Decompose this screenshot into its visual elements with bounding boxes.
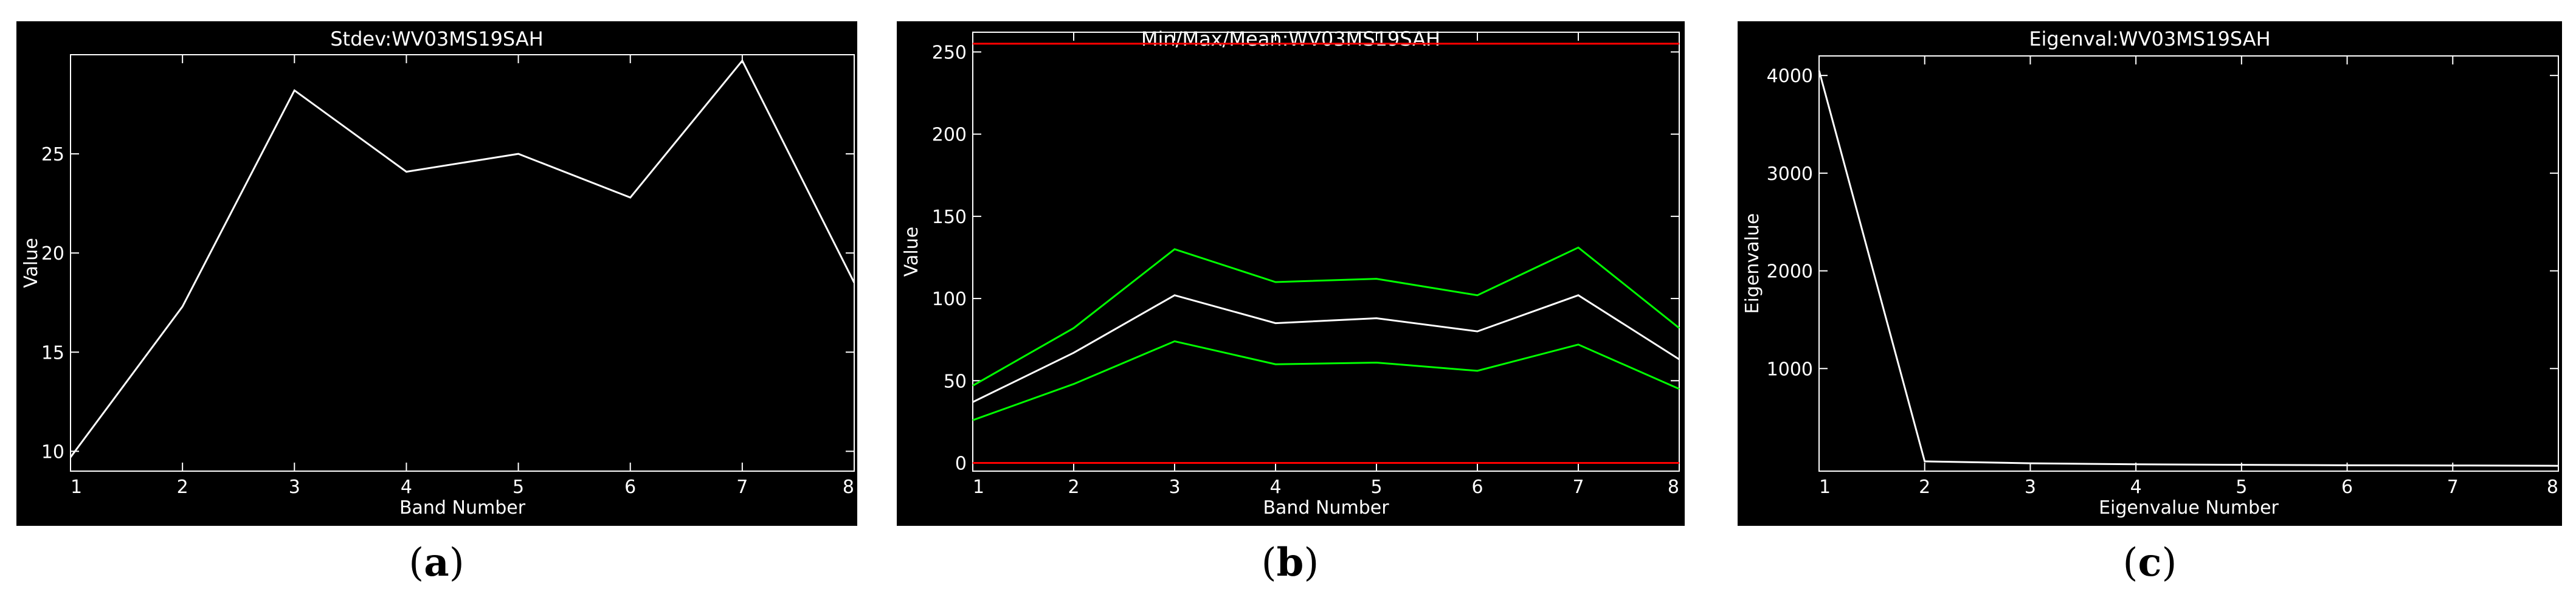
series-line [972, 340, 1680, 421]
x-tick-label: 2 [1068, 477, 1079, 498]
chart-title: Min/Max/Mean:WV03MS19SAH [1141, 27, 1440, 50]
min-max-mean-chart-panel: Min/Max/Mean:WV03MS19SAH 1 2 3 4 5 6 7 8 0 50 100 15… [897, 21, 1685, 526]
x-tick-label: 6 [624, 477, 636, 498]
y-tick-label: 50 [944, 371, 967, 392]
eigenval-chart-panel: Eigenval:WV03MS19SAH 1 2 3 4 5 6 7 8 1000 2000 3000… [1738, 21, 2562, 526]
series-line [1818, 70, 2559, 467]
x-tick-label: 7 [2447, 477, 2459, 498]
y-tick-label: 250 [932, 42, 967, 63]
y-axis-label: Value [21, 238, 42, 288]
stdev-chart: Stdev:WV03MS19SAH 1 2 3 4 5 6 7 8 10 15 20 25 Band Nu… [21, 27, 855, 519]
y-tick-label: 4000 [1767, 66, 1813, 87]
x-tick-label: 4 [401, 477, 412, 498]
y-tick-label: 1000 [1767, 359, 1813, 380]
y-tick-label: 10 [41, 441, 64, 463]
plot-frame [972, 32, 1680, 472]
x-tick-label: 3 [289, 477, 300, 498]
chart-title: Stdev:WV03MS19SAH [330, 27, 544, 50]
caption-c: (c) [2122, 540, 2177, 585]
x-tick-label: 1 [973, 477, 984, 498]
y-tick-label: 3000 [1767, 164, 1813, 185]
x-tick-label: 5 [513, 477, 524, 498]
x-tick-label: 4 [1269, 477, 1281, 498]
y-tick-label: 200 [932, 125, 967, 146]
x-tick-label: 2 [1919, 477, 1930, 498]
y-tick-label: 100 [932, 289, 967, 310]
x-tick-label: 7 [736, 477, 748, 498]
series-line [69, 59, 855, 458]
x-tick-label: 2 [177, 477, 188, 498]
min-max-mean-chart: Min/Max/Mean:WV03MS19SAH 1 2 3 4 5 6 7 8 0 50 100 15… [901, 27, 1680, 519]
x-tick-label: 4 [2130, 477, 2142, 498]
x-axis-label: Eigenvalue Number [2099, 497, 2279, 519]
x-tick-label: 6 [1471, 477, 1483, 498]
x-tick-label: 1 [1819, 477, 1831, 498]
x-tick-label: 3 [1169, 477, 1180, 498]
x-tick-label: 5 [2236, 477, 2247, 498]
x-tick-label: 8 [2547, 477, 2558, 498]
caption-a: (a) [409, 540, 464, 585]
series-line [972, 246, 1680, 387]
eigenval-chart: Eigenval:WV03MS19SAH 1 2 3 4 5 6 7 8 1000 2000 3000… [1742, 27, 2559, 519]
x-tick-label: 6 [2341, 477, 2353, 498]
y-tick-label: 20 [41, 243, 64, 264]
x-axis-label: Band Number [1263, 497, 1389, 519]
stdev-chart-panel: Stdev:WV03MS19SAH 1 2 3 4 5 6 7 8 10 15 20 25 Band Nu… [16, 21, 857, 526]
y-tick-label: 150 [932, 207, 967, 228]
caption-b: (b) [1261, 540, 1319, 585]
y-axis-label: Value [901, 227, 922, 277]
y-tick-label: 2000 [1767, 261, 1813, 283]
chart-title: Eigenval:WV03MS19SAH [2029, 27, 2270, 50]
y-tick-label: 0 [955, 453, 967, 474]
x-tick-label: 7 [1572, 477, 1584, 498]
plot-frame [1818, 55, 2559, 472]
x-tick-label: 8 [1668, 477, 1679, 498]
x-tick-label: 1 [71, 477, 82, 498]
y-tick-label: 25 [41, 144, 64, 165]
series-line [972, 294, 1680, 403]
x-tick-label: 5 [1370, 477, 1382, 498]
y-tick-label: 15 [41, 342, 64, 364]
plot-frame [70, 54, 855, 472]
y-axis-label: Eigenvalue [1742, 213, 1763, 314]
x-tick-label: 3 [2025, 477, 2036, 498]
x-axis-label: Band Number [399, 497, 526, 519]
x-tick-label: 8 [843, 477, 854, 498]
